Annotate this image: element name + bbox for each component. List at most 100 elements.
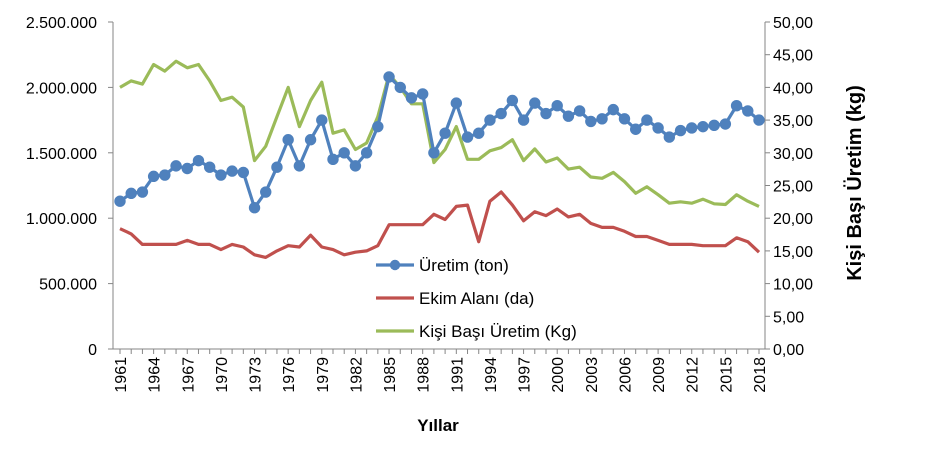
- x-tick-label: 1988: [416, 357, 433, 393]
- right-tick-label: 0,00: [773, 342, 804, 359]
- right-tick-label: 35,00: [773, 113, 813, 130]
- data-point: [585, 115, 597, 128]
- series-1: [119, 190, 761, 259]
- legend: Üretim (ton) Ekim Alanı (da) Kişi Başı Üre…: [376, 256, 577, 341]
- x-tick-label: 2015: [718, 357, 735, 393]
- data-point: [473, 127, 485, 139]
- x-axis-ticks: 1961 1964 1967 1970 1973 1976 1979 1982 1985 1988…: [113, 349, 769, 393]
- legend-label: Üretim (ton): [419, 256, 509, 275]
- x-tick-label: 2018: [752, 357, 769, 393]
- data-point: [686, 122, 698, 134]
- data-point: [304, 134, 317, 146]
- series-2: [119, 59, 760, 208]
- data-point: [641, 114, 653, 126]
- data-point: [226, 165, 238, 177]
- left-tick-label: 1.500.000: [26, 146, 97, 163]
- series-line: [119, 190, 761, 259]
- data-point: [136, 186, 149, 198]
- data-point: [125, 187, 137, 200]
- legend-label: Ekim Alanı (da): [419, 289, 534, 308]
- left-tick-label: 1.000.000: [26, 211, 97, 228]
- x-tick-label: 1997: [517, 357, 534, 393]
- data-point: [114, 195, 126, 207]
- x-tick-label: 1961: [113, 357, 130, 393]
- data-point: [416, 88, 429, 100]
- data-point: [372, 120, 384, 133]
- data-point: [383, 71, 395, 83]
- data-point: [405, 92, 418, 104]
- series-line: [119, 59, 760, 208]
- data-point: [349, 160, 362, 172]
- data-point: [181, 162, 193, 175]
- data-point: [461, 131, 474, 143]
- x-tick-label: 2000: [550, 357, 567, 393]
- data-point: [282, 134, 294, 146]
- data-point: [607, 103, 619, 116]
- right-tick-label: 20,00: [773, 211, 813, 228]
- data-point: [618, 113, 631, 125]
- data-point: [495, 107, 507, 120]
- left-tick-label: 0: [88, 342, 97, 359]
- x-axis-title: Yıllar: [417, 416, 459, 435]
- data-point: [540, 107, 552, 120]
- left-tick-label: 2.500.000: [26, 15, 97, 32]
- data-point: [719, 118, 732, 130]
- data-point: [428, 147, 440, 159]
- legend-label: Kişi Başı Üretim (Kg): [419, 322, 577, 341]
- data-point: [293, 160, 306, 172]
- right-tick-label: 5,00: [773, 309, 804, 326]
- x-tick-label: 1991: [449, 357, 466, 393]
- data-point: [562, 110, 575, 122]
- x-tick-label: 1973: [248, 357, 265, 393]
- data-point: [629, 123, 642, 135]
- x-tick-label: 2006: [617, 357, 634, 393]
- x-tick-label: 1970: [214, 357, 231, 393]
- data-point: [450, 97, 463, 109]
- series-0: [114, 71, 765, 214]
- data-point: [170, 160, 182, 172]
- data-point: [573, 105, 586, 117]
- data-point: [484, 114, 496, 126]
- x-tick-label: 1964: [147, 357, 164, 393]
- data-point: [697, 120, 709, 133]
- data-point: [652, 122, 664, 134]
- left-axis-ticks: 0 500.000 1.000.000 1.500.000 2.000.000 2.500…: [26, 15, 113, 359]
- x-tick-label: 1976: [281, 357, 298, 393]
- data-point: [517, 114, 530, 126]
- data-point: [439, 127, 451, 139]
- x-tick-label: 1979: [315, 357, 332, 393]
- data-point: [147, 170, 160, 183]
- data-point: [215, 169, 227, 181]
- x-tick-label: 1985: [382, 357, 399, 393]
- data-point: [360, 147, 373, 159]
- x-tick-label: 1982: [348, 357, 365, 393]
- x-tick-label: 2009: [651, 357, 668, 393]
- left-tick-label: 2.000.000: [26, 80, 97, 97]
- data-point: [159, 169, 171, 181]
- right-tick-label: 45,00: [773, 48, 813, 65]
- right-tick-label: 40,00: [773, 80, 813, 97]
- data-point: [730, 100, 743, 112]
- data-point: [742, 105, 754, 117]
- data-point: [506, 94, 519, 107]
- data-point: [203, 161, 216, 173]
- data-point: [316, 114, 328, 126]
- data-point: [271, 161, 283, 173]
- x-tick-label: 1967: [180, 357, 197, 393]
- data-point: [753, 114, 765, 126]
- series-layer: [114, 59, 765, 259]
- data-point: [674, 124, 687, 137]
- data-point: [708, 119, 720, 132]
- right-tick-label: 15,00: [773, 244, 813, 261]
- data-point: [192, 154, 205, 167]
- legend-swatch-marker: [389, 259, 401, 271]
- x-tick-label: 2012: [685, 357, 702, 393]
- data-point: [327, 153, 339, 166]
- x-tick-label: 2003: [584, 357, 601, 393]
- series-line: [119, 75, 761, 210]
- left-tick-label: 500.000: [39, 277, 97, 294]
- right-axis-title: Kişi Başı Üretim (kg): [843, 85, 866, 281]
- x-tick-label: 1994: [483, 357, 500, 393]
- data-point: [237, 166, 250, 179]
